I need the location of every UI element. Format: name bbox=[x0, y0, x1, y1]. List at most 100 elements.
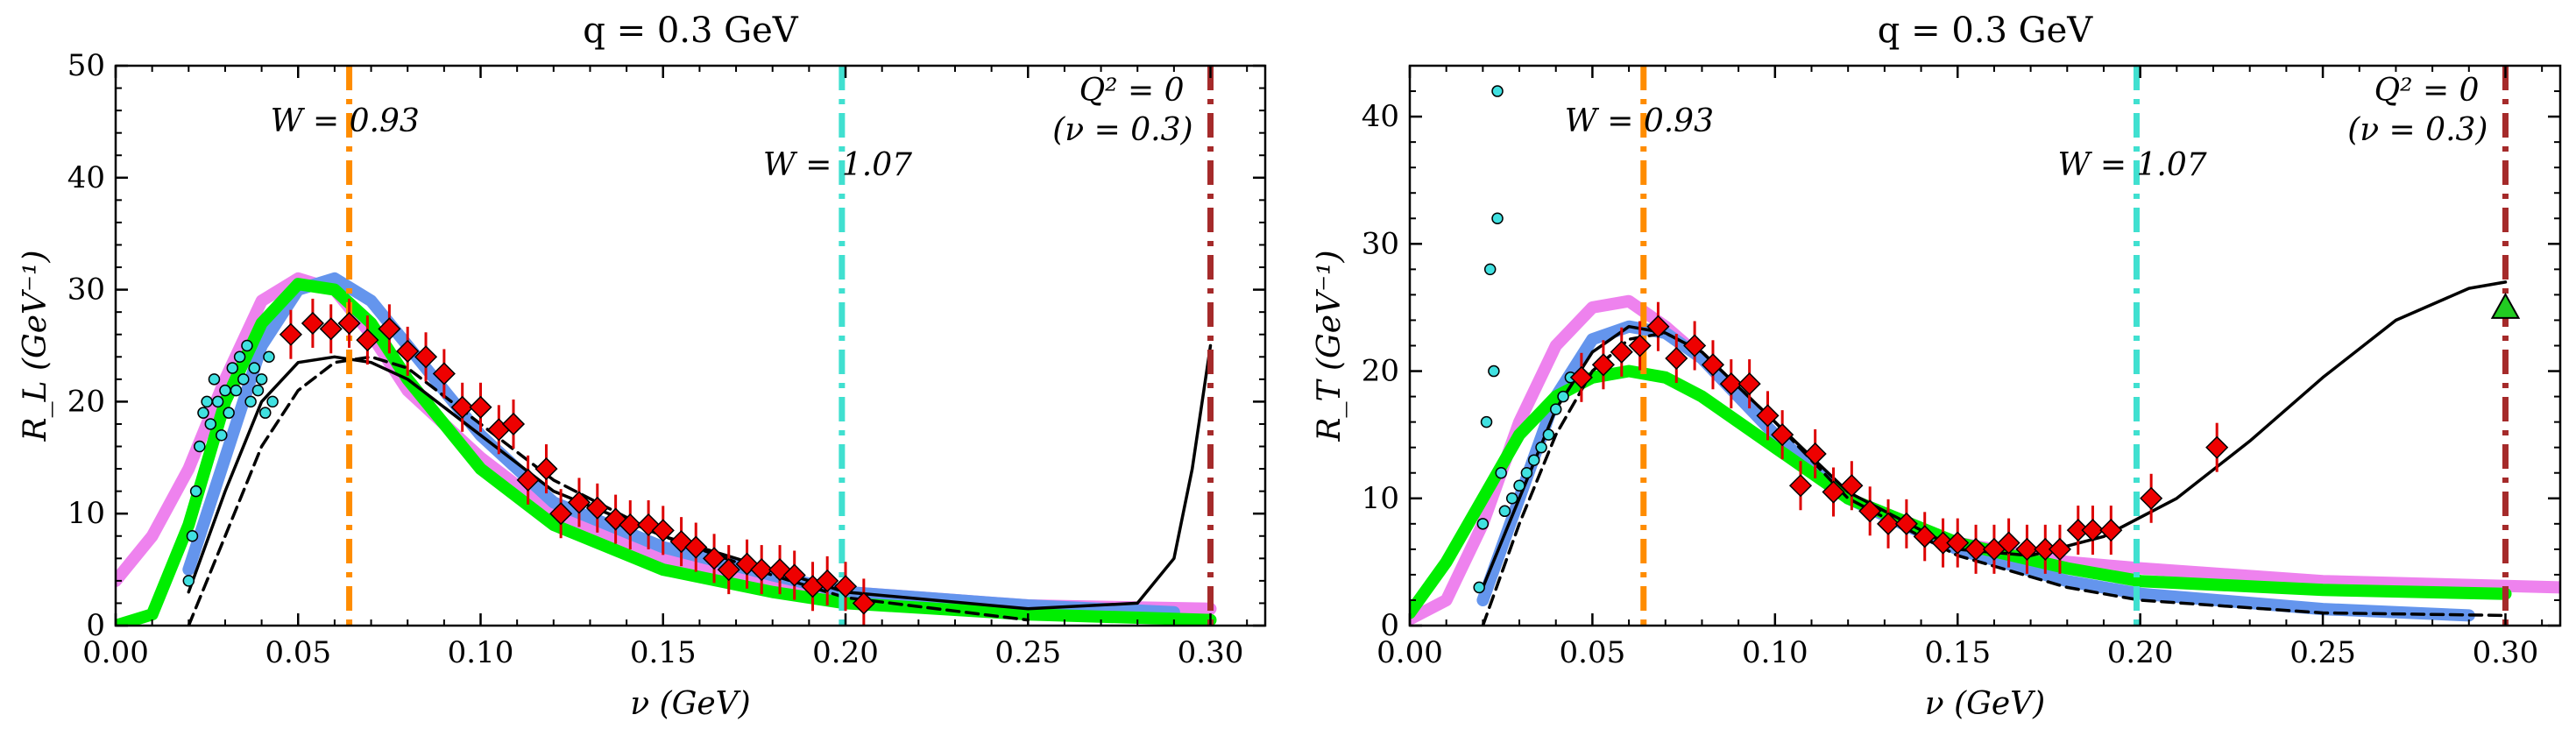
y-tick-label: 30 bbox=[67, 272, 105, 308]
vline-label-0: W = 0.93 bbox=[271, 103, 420, 139]
cyan-point bbox=[223, 407, 235, 419]
red-point bbox=[1803, 442, 1827, 466]
red-point bbox=[534, 457, 558, 481]
red-point bbox=[2048, 537, 2072, 561]
vline-label-1: W = 1.07 bbox=[763, 147, 912, 183]
cyan-point bbox=[1513, 479, 1525, 492]
red-point bbox=[1858, 499, 1882, 523]
cyan-point bbox=[1488, 364, 1500, 378]
x-axis-label: ν (GeV) bbox=[1925, 686, 2045, 722]
cyan-point bbox=[1491, 212, 1504, 225]
red-point bbox=[1683, 334, 1707, 357]
cyan-point bbox=[1498, 505, 1511, 518]
red-point bbox=[852, 591, 875, 615]
cyan-point bbox=[182, 575, 195, 587]
x-tick-label: 0.00 bbox=[82, 635, 149, 670]
cyan-point bbox=[1549, 403, 1562, 415]
red-point bbox=[450, 395, 474, 419]
y-tick-label: 0 bbox=[1380, 608, 1399, 643]
cyan-point bbox=[1491, 85, 1504, 97]
cyan-point bbox=[251, 384, 265, 397]
red-point bbox=[782, 563, 806, 587]
cyan-point bbox=[233, 350, 246, 364]
red-point bbox=[1876, 512, 1900, 535]
red-point bbox=[1997, 531, 2020, 555]
red-point bbox=[2081, 519, 2105, 542]
red-point bbox=[1610, 340, 1633, 364]
x-tick-label: 0.25 bbox=[994, 635, 1061, 670]
cyan-point bbox=[266, 395, 279, 408]
x-tick-label: 0.10 bbox=[448, 635, 514, 670]
vline-sublabel-2: (ν = 0.3) bbox=[2347, 112, 2488, 148]
cyan-point bbox=[204, 418, 217, 430]
red-point bbox=[301, 311, 324, 336]
series-line-4 bbox=[187, 355, 1030, 626]
cyan-point bbox=[194, 440, 206, 453]
red-point bbox=[2099, 519, 2123, 542]
cyan-point bbox=[1480, 415, 1493, 428]
red-point bbox=[1569, 365, 1593, 389]
cyan-point bbox=[1473, 581, 1485, 594]
cyan-point bbox=[263, 350, 275, 364]
panel-rl: q = 0.3 GeV ν (GeV) R_L (GeV⁻¹) W = 0.93 W =… bbox=[18, 11, 1267, 722]
red-point bbox=[816, 569, 839, 592]
red-point bbox=[516, 468, 540, 492]
red-point bbox=[469, 395, 492, 419]
series-line-3 bbox=[187, 343, 1213, 611]
y-tick-label: 20 bbox=[1362, 354, 1399, 389]
x-tick-label: 0.25 bbox=[2289, 635, 2356, 670]
x-tick-label: 0.10 bbox=[1742, 635, 1808, 670]
red-point bbox=[1840, 474, 1864, 498]
cyan-point bbox=[1535, 441, 1547, 454]
panel-rt: q = 0.3 GeV ν (GeV) R_T (GeV⁻¹) W = 0.93 W =… bbox=[1312, 11, 2562, 722]
y-tick-label: 10 bbox=[67, 496, 105, 531]
green-triangle-point bbox=[2490, 292, 2521, 319]
red-point bbox=[1646, 315, 1670, 338]
red-point bbox=[585, 496, 609, 520]
red-point bbox=[414, 345, 438, 369]
red-point bbox=[1665, 346, 1688, 371]
y-tick-label: 20 bbox=[67, 384, 105, 419]
red-point bbox=[1737, 372, 1761, 396]
cyan-point bbox=[241, 339, 253, 352]
cyan-point bbox=[197, 407, 209, 419]
cyan-point bbox=[1483, 263, 1497, 276]
x-tick-label: 0.20 bbox=[2107, 635, 2174, 670]
red-point bbox=[432, 362, 456, 386]
cyan-point bbox=[1520, 466, 1533, 479]
x-tick-label: 0.20 bbox=[812, 635, 879, 670]
y-axis-label: R_L (GeV⁻¹) bbox=[18, 250, 53, 442]
red-point bbox=[319, 317, 343, 341]
cyan-point bbox=[248, 362, 261, 374]
red-point bbox=[501, 412, 526, 436]
cyan-point bbox=[230, 384, 243, 397]
x-tick-label: 0.30 bbox=[1178, 635, 1244, 670]
x-tick-label: 0.15 bbox=[1924, 635, 1991, 670]
plot-frame bbox=[114, 64, 1267, 627]
red-point bbox=[378, 317, 401, 341]
red-point bbox=[1591, 353, 1615, 377]
red-point bbox=[356, 329, 379, 352]
x-tick-label: 0.00 bbox=[1376, 635, 1443, 670]
cyan-point bbox=[226, 362, 239, 374]
x-tick-label: 0.05 bbox=[1560, 635, 1626, 670]
red-point bbox=[337, 311, 361, 336]
red-point bbox=[703, 547, 726, 570]
cyan-point bbox=[259, 407, 272, 419]
red-point bbox=[2015, 537, 2039, 561]
red-point bbox=[549, 502, 573, 526]
red-point bbox=[1964, 537, 1988, 561]
cyan-point bbox=[186, 530, 199, 542]
red-point bbox=[684, 535, 708, 559]
red-point bbox=[717, 558, 740, 582]
y-tick-label: 50 bbox=[67, 48, 105, 83]
series-line-2 bbox=[1410, 364, 2512, 619]
x-axis-label: ν (GeV) bbox=[630, 686, 750, 722]
x-tick-label: 0.15 bbox=[630, 635, 697, 670]
chart-title: q = 0.3 GeV bbox=[1878, 11, 2094, 51]
cyan-point bbox=[255, 373, 268, 386]
red-point bbox=[1822, 480, 1845, 504]
x-tick-label: 0.30 bbox=[2473, 635, 2539, 670]
series-line-2 bbox=[116, 278, 1217, 626]
cyan-point bbox=[219, 384, 231, 397]
